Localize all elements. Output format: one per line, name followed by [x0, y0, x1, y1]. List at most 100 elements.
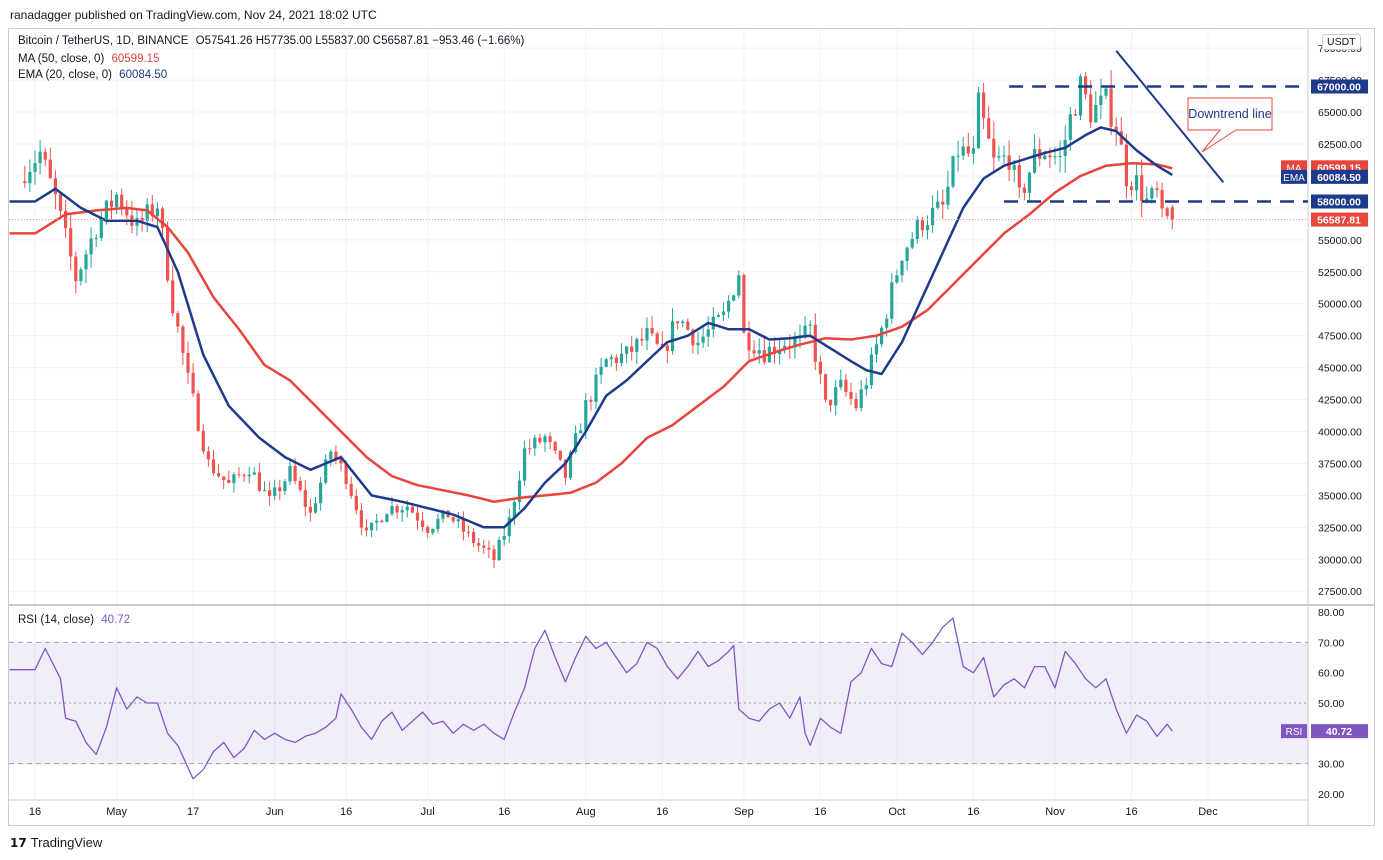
candle-body [691, 329, 695, 346]
candle-body [905, 247, 909, 261]
candle-body [217, 473, 221, 477]
candle-body [120, 194, 124, 209]
candle-body [1140, 175, 1144, 201]
time-tick-label: Jun [266, 806, 284, 818]
candle-body [150, 204, 154, 217]
rsi-tick-label: 50.00 [1318, 698, 1344, 710]
ma-price-tag-text: MA [1287, 163, 1302, 174]
candle-body [94, 238, 98, 240]
candle-body [834, 387, 838, 406]
candle-body [461, 519, 465, 532]
candle-body [227, 479, 231, 483]
candle-body [43, 151, 47, 160]
currency-unit-button[interactable]: USDT [1322, 34, 1361, 50]
candle-body [859, 389, 863, 409]
candle-body [987, 118, 991, 139]
candle-body [655, 333, 659, 344]
time-tick-label: Dec [1198, 806, 1218, 818]
candle-body [431, 528, 435, 533]
candle-body [543, 436, 547, 443]
candle-body [670, 321, 675, 351]
candle-body [166, 227, 170, 281]
candle-body [727, 300, 731, 312]
candle-body [895, 275, 899, 283]
candle-body [574, 433, 578, 452]
candle-body [839, 379, 843, 388]
time-tick-label: Oct [888, 806, 905, 818]
candle-body [196, 393, 200, 431]
candle-body [1109, 88, 1113, 127]
candle-body [936, 201, 940, 208]
last-price-badge-text: 56587.81 [1317, 215, 1361, 227]
candle-body [405, 506, 409, 511]
candle-body [171, 280, 175, 314]
candle-body [1078, 76, 1083, 116]
candle-body [268, 490, 272, 496]
candle-body [1119, 131, 1123, 145]
candle-body [99, 218, 103, 239]
downtrend-callout [1187, 97, 1273, 153]
candle-body [584, 400, 588, 431]
candle-body [635, 338, 639, 352]
candle-body [1165, 208, 1169, 216]
candle-body [298, 480, 302, 490]
candle-body [813, 324, 817, 362]
price-tick-label: 30000.00 [1318, 554, 1362, 566]
candle-body [421, 520, 425, 528]
candle-body [1048, 155, 1052, 157]
candle-body [1012, 165, 1016, 170]
candle-body [1017, 165, 1021, 188]
candle-body [395, 505, 399, 513]
candle-body [1053, 156, 1057, 158]
candle-body [1068, 114, 1072, 140]
price-tick-label: 27500.00 [1318, 586, 1362, 598]
price-tick-label: 52500.00 [1318, 267, 1362, 279]
candle-body [28, 171, 32, 184]
candle-body [125, 208, 129, 216]
candle-body [477, 543, 481, 546]
candle-body [69, 228, 73, 257]
candle-body [1145, 198, 1149, 201]
candle-body [716, 315, 720, 317]
candle-body [997, 156, 1001, 158]
candle-body [538, 437, 542, 443]
candle-body [711, 316, 715, 330]
candle-body [339, 458, 343, 464]
candle-body [466, 531, 471, 533]
candle-body [874, 344, 879, 355]
price-tick-label: 62500.00 [1318, 139, 1362, 151]
candle-body [58, 194, 63, 211]
candle-body [976, 92, 981, 149]
downtrend-callout-text: Downtrend line [1188, 107, 1271, 121]
time-tick-label: 16 [814, 806, 826, 818]
candle-body [400, 510, 404, 513]
candle-body [721, 311, 726, 316]
candle-body [579, 430, 583, 434]
candle-body [676, 321, 680, 324]
time-tick-label: Nov [1045, 806, 1065, 818]
candle-body [808, 324, 812, 326]
candle-body [201, 430, 205, 452]
candle-body [951, 156, 955, 187]
candle-body [278, 487, 282, 492]
candle-body [415, 512, 420, 521]
candle-body [1160, 189, 1164, 209]
candle-body [890, 282, 894, 319]
candle-body [89, 238, 93, 255]
candle-body [303, 489, 307, 507]
time-tick-label: 16 [498, 806, 510, 818]
candle-body [1058, 155, 1062, 157]
candle-body [803, 325, 807, 336]
candle-body [864, 385, 868, 390]
price-tick-label: 45000.00 [1318, 363, 1362, 375]
candle-body [1135, 175, 1139, 191]
candle-body [380, 520, 384, 523]
price-tick-label: 55000.00 [1318, 235, 1362, 247]
candle-body [283, 481, 287, 492]
tradingview-brand[interactable]: TradingView [30, 835, 103, 850]
candle-body [273, 487, 277, 496]
candle-body [594, 374, 598, 402]
level-67000-badge [1311, 79, 1368, 94]
level-58000-badge [1311, 194, 1368, 209]
